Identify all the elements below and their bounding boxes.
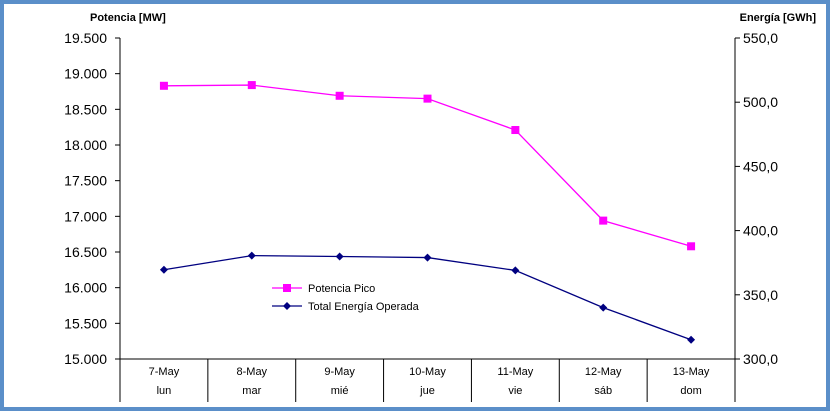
chart: 15.000 15.500 16.000 16.500 17.000 17.500 18.0…	[64, 12, 817, 402]
data-point	[599, 303, 608, 312]
data-point	[335, 252, 344, 261]
series-0	[159, 81, 696, 251]
y-tick-label-right: 350,0	[743, 287, 778, 303]
x-tick-label: 9-May	[324, 366, 355, 378]
series	[159, 81, 696, 344]
legend-marker	[283, 302, 291, 310]
data-point	[599, 216, 608, 225]
x-tick-sublabel: jue	[419, 385, 435, 397]
y-tick-label-right: 400,0	[743, 223, 778, 239]
axes: 15.000 15.500 16.000 16.500 17.000 17.500 18.0…	[64, 30, 778, 402]
data-point	[335, 91, 344, 100]
y-tick-label-left: 15.500	[64, 315, 107, 331]
y-tick-label-left: 16.500	[64, 244, 107, 260]
data-point	[247, 251, 256, 260]
x-tick-sublabel: mar	[242, 385, 261, 397]
data-point	[159, 265, 168, 274]
x-tick-sublabel: lun	[157, 385, 172, 397]
y-tick-label-left: 17.000	[64, 208, 107, 224]
data-point	[247, 81, 256, 90]
x-tick-label: 8-May	[237, 366, 268, 378]
y-tick-label-right: 500,0	[743, 94, 778, 110]
y-tick-label-left: 16.000	[64, 280, 107, 296]
legend-label: Potencia Pico	[308, 283, 375, 295]
legend-item: Potencia Pico	[272, 283, 375, 295]
y-tick-label-left: 19.500	[64, 30, 107, 46]
y-tick-label-right: 300,0	[743, 351, 778, 367]
y-tick-label-left: 18.000	[64, 137, 107, 153]
series-line	[163, 84, 692, 247]
y-tick-label-right: 450,0	[743, 158, 778, 174]
x-tick-sublabel: sáb	[594, 385, 612, 397]
y-axis-title-right: Energía [GWh]	[740, 12, 817, 24]
legend-item: Total Energía Operada	[272, 301, 420, 313]
legend-marker	[283, 284, 291, 292]
data-point	[159, 81, 168, 90]
y-tick-label-right: 550,0	[743, 30, 778, 46]
x-tick-label: 7-May	[149, 366, 180, 378]
x-tick-sublabel: vie	[508, 385, 522, 397]
x-tick-label: 13-May	[673, 366, 710, 378]
data-point	[687, 335, 696, 344]
y-tick-label-left: 17.500	[64, 173, 107, 189]
legend-label: Total Energía Operada	[308, 301, 420, 313]
series-1	[159, 251, 696, 344]
x-tick-label: 12-May	[585, 366, 622, 378]
data-point	[511, 126, 520, 135]
x-tick-sublabel: mié	[331, 385, 349, 397]
y-tick-label-left: 18.500	[64, 101, 107, 117]
y-tick-label-left: 15.000	[64, 351, 107, 367]
data-point	[687, 242, 696, 251]
y-tick-label-left: 19.000	[64, 66, 107, 82]
x-tick-sublabel: dom	[680, 385, 701, 397]
y-axis-title-left: Potencia [MW]	[90, 12, 166, 24]
series-line	[163, 254, 692, 341]
legend: Potencia Pico Total Energía Operada	[272, 283, 420, 313]
x-tick-label: 11-May	[497, 366, 533, 378]
data-point	[511, 266, 520, 275]
x-tick-label: 10-May	[409, 366, 446, 378]
data-point	[423, 94, 432, 103]
data-point	[423, 253, 432, 262]
